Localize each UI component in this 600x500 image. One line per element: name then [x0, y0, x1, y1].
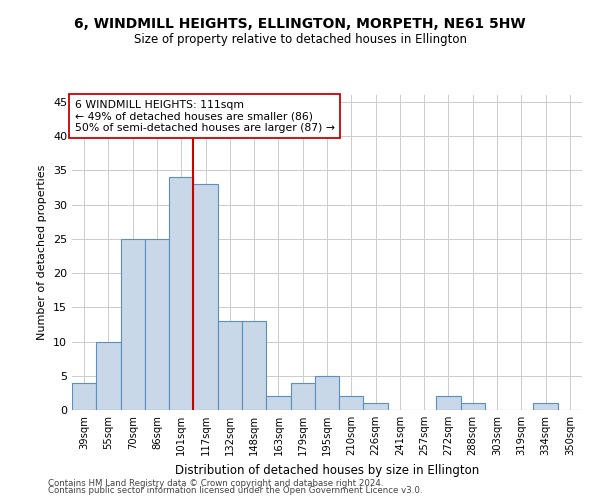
Text: Contains public sector information licensed under the Open Government Licence v3: Contains public sector information licen…	[48, 486, 422, 495]
Bar	[461, 403, 485, 410]
Bar	[315, 376, 339, 410]
Text: Size of property relative to detached houses in Ellington: Size of property relative to detached ho…	[133, 32, 467, 46]
Text: Contains HM Land Registry data © Crown copyright and database right 2024.: Contains HM Land Registry data © Crown c…	[48, 478, 383, 488]
Bar	[290, 382, 315, 410]
Y-axis label: Number of detached properties: Number of detached properties	[37, 165, 47, 340]
Bar	[121, 239, 145, 410]
Bar	[218, 321, 242, 410]
X-axis label: Distribution of detached houses by size in Ellington: Distribution of detached houses by size …	[175, 464, 479, 476]
Bar	[242, 321, 266, 410]
Bar	[266, 396, 290, 410]
Bar	[96, 342, 121, 410]
Bar	[145, 239, 169, 410]
Bar	[533, 403, 558, 410]
Bar	[72, 382, 96, 410]
Bar	[169, 177, 193, 410]
Bar	[436, 396, 461, 410]
Bar	[193, 184, 218, 410]
Bar	[364, 403, 388, 410]
Text: 6, WINDMILL HEIGHTS, ELLINGTON, MORPETH, NE61 5HW: 6, WINDMILL HEIGHTS, ELLINGTON, MORPETH,…	[74, 18, 526, 32]
Bar	[339, 396, 364, 410]
Text: 6 WINDMILL HEIGHTS: 111sqm
← 49% of detached houses are smaller (86)
50% of semi: 6 WINDMILL HEIGHTS: 111sqm ← 49% of deta…	[74, 100, 335, 133]
